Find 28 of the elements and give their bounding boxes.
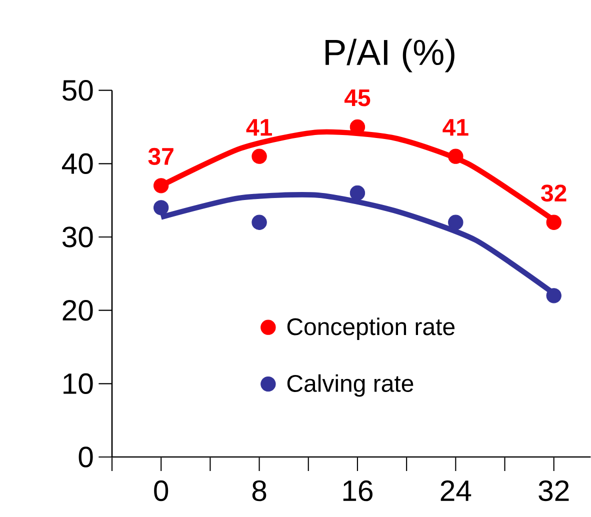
data-label: 45 bbox=[344, 90, 370, 106]
x-tick-label: 32 bbox=[538, 480, 569, 502]
data-label: 37 bbox=[148, 148, 174, 165]
point bbox=[546, 214, 562, 230]
y-tick-label: 40 bbox=[62, 153, 93, 174]
data-label: 41 bbox=[442, 119, 468, 136]
point bbox=[448, 214, 464, 230]
x-tick-label: 24 bbox=[440, 480, 472, 501]
y-tick-label: 0 bbox=[78, 446, 93, 468]
y-tick-label: 20 bbox=[62, 300, 93, 321]
data-label: 41 bbox=[246, 119, 272, 136]
point bbox=[350, 185, 366, 201]
point bbox=[448, 148, 464, 164]
point bbox=[546, 288, 562, 304]
point bbox=[153, 200, 169, 216]
legend-label: Calving rate bbox=[287, 374, 414, 397]
point bbox=[252, 148, 267, 164]
y-tick-label: 30 bbox=[62, 226, 93, 248]
point bbox=[252, 214, 267, 230]
x-tick-label: 0 bbox=[154, 480, 168, 502]
y-tick-label: 10 bbox=[64, 373, 93, 394]
x-tick-label: 16 bbox=[343, 480, 373, 502]
legend-label: Conception rate bbox=[287, 318, 455, 340]
x-tick-label: 8 bbox=[252, 480, 266, 502]
y-tick-label: 50 bbox=[62, 80, 93, 101]
data-label: 32 bbox=[541, 184, 566, 202]
point bbox=[153, 178, 169, 194]
chart-title: P/AI (%) bbox=[326, 38, 454, 72]
